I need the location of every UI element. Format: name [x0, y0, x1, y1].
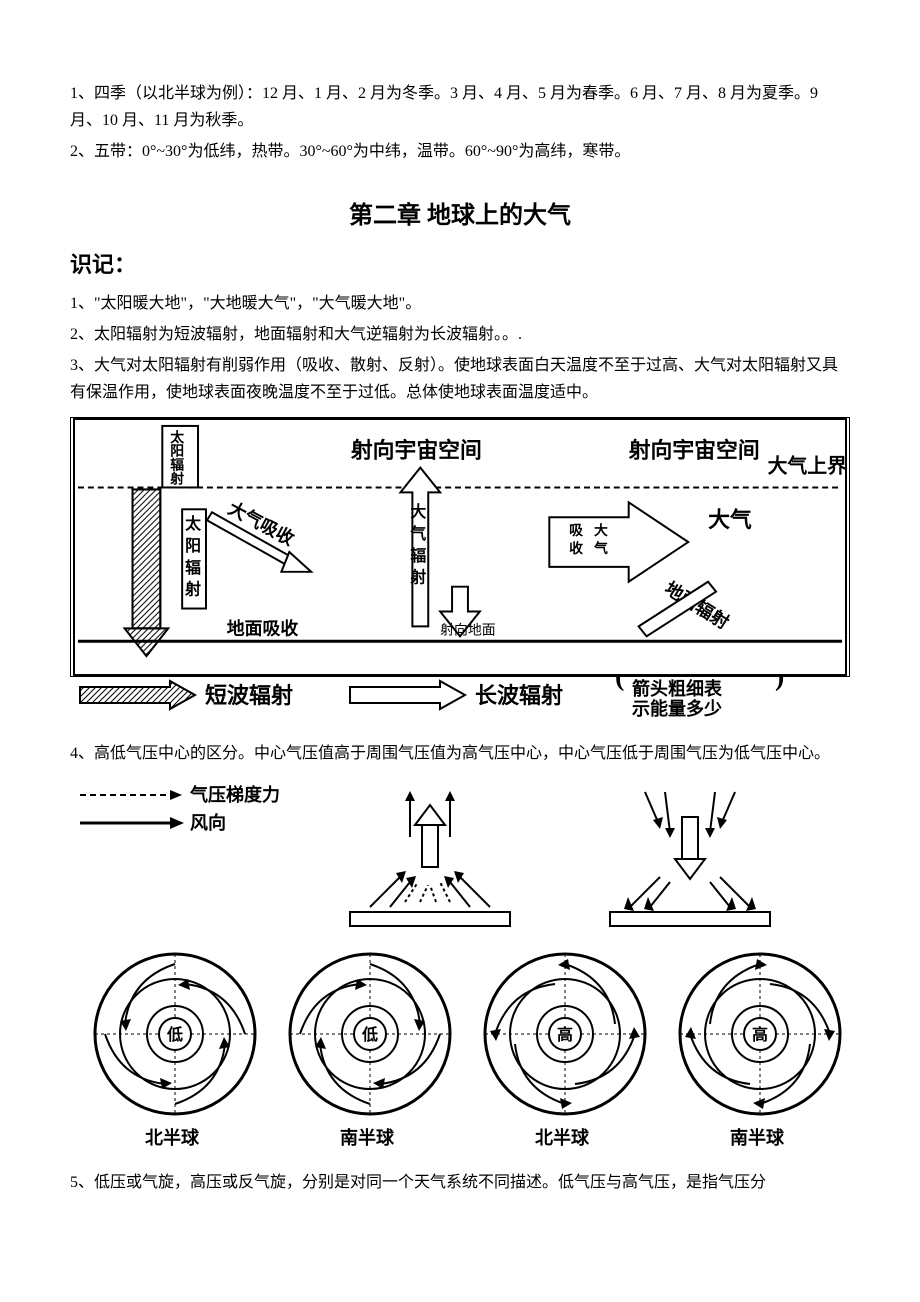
svg-text:气: 气 [410, 524, 426, 543]
svg-text:低: 低 [361, 1025, 378, 1044]
svg-text:射: 射 [409, 567, 426, 586]
svg-text:辐: 辐 [410, 545, 426, 564]
space-label-2: 射向宇宙空间 [628, 437, 760, 462]
svg-text:高: 高 [557, 1025, 573, 1044]
svg-text:射: 射 [169, 470, 184, 487]
svg-text:北半球: 北半球 [535, 1127, 590, 1148]
svg-text:(: ( [615, 677, 624, 692]
cyclone-south-high: 高 南半球 [680, 954, 840, 1148]
svg-text:吸: 吸 [569, 523, 583, 539]
legend-note-2: 示能量多少 [632, 698, 722, 719]
chapter-title: 第二章 地球上的大气 [70, 196, 850, 237]
gradient-force-label: 气压梯度力 [189, 784, 280, 805]
svg-text:辐: 辐 [170, 456, 184, 473]
radiation-diagram: 大气上界 太 阳 辐 射 太 阳 辐 射 大气吸收 射向宇宙空间 射向宇宙空间 [70, 417, 850, 677]
ground-absorb-label: 地面吸收 [227, 617, 299, 638]
pressure-diagram: 气压梯度力 风向 [70, 777, 850, 937]
space-label-1: 射向宇宙空间 [350, 437, 482, 462]
to-ground-label: 射向地面 [440, 622, 496, 638]
svg-text:大: 大 [410, 502, 426, 521]
radiation-diagram-container: 大气上界 太 阳 辐 射 太 阳 辐 射 大气吸收 射向宇宙空间 射向宇宙空间 [70, 417, 850, 730]
legend-note-1: 箭头粗细表 [632, 678, 723, 699]
short-wave-label: 短波辐射 [205, 683, 293, 708]
svg-text:高: 高 [752, 1025, 768, 1044]
point-4: 4、高低气压中心的区分。中心气压值高于周围气压值为高气压中心，中心气压低于周围气… [70, 740, 850, 767]
svg-text:): ) [775, 677, 784, 692]
long-wave-label: 长波辐射 [475, 683, 563, 708]
svg-text:北半球: 北半球 [145, 1127, 200, 1148]
cyclone-south-low: 低 南半球 [290, 954, 450, 1148]
radiation-legend: 短波辐射 长波辐射 ( 箭头粗细表 示能量多少 ) [70, 677, 850, 721]
wind-dir-label: 风向 [190, 812, 226, 833]
point-2: 2、太阳辐射为短波辐射，地面辐射和大气逆辐射为长波辐射。。. [70, 321, 850, 348]
svg-text:辐: 辐 [185, 557, 201, 576]
svg-text:低: 低 [166, 1025, 183, 1044]
section-heading: 识记： [70, 246, 850, 283]
svg-text:气: 气 [593, 539, 608, 556]
intro-paragraph-1: 1、四季（以北半球为例）：12 月、1 月、2 月为冬季。3 月、4 月、5 月… [70, 80, 850, 134]
svg-text:太: 太 [169, 428, 184, 445]
svg-text:射: 射 [184, 579, 201, 598]
cyclone-diagram: 低 北半球 低 南半球 [70, 949, 850, 1159]
pressure-diagram-container: 气压梯度力 风向 [70, 777, 850, 1159]
svg-text:收: 收 [569, 539, 583, 556]
point-5: 5、低压或气旋，高压或反气旋，分别是对同一个天气系统不同描述。低气压与高气压，是… [70, 1169, 850, 1196]
point-1: 1、"太阳暖大地"，"大地暖大气"，"大气暖大地"。 [70, 290, 850, 317]
svg-text:阳: 阳 [185, 536, 201, 554]
atmos-top-label: 大气上界 [768, 454, 847, 477]
svg-text:大: 大 [594, 522, 608, 539]
intro-paragraph-2: 2、五带：0°~30°为低纬，热带。30°~60°为中纬，温带。60°~90°为… [70, 138, 850, 165]
svg-text:太: 太 [185, 514, 201, 533]
cyclone-north-high: 高 北半球 [485, 954, 645, 1148]
point-3: 3、大气对太阳辐射有削弱作用（吸收、散射、反射）。使地球表面白天温度不至于过高、… [70, 352, 850, 406]
svg-text:阳: 阳 [170, 443, 184, 459]
svg-text:南半球: 南半球 [340, 1127, 395, 1148]
cyclone-north-low: 低 北半球 [95, 954, 255, 1148]
atmos-label: 大气 [708, 507, 752, 532]
svg-text:南半球: 南半球 [730, 1127, 785, 1148]
